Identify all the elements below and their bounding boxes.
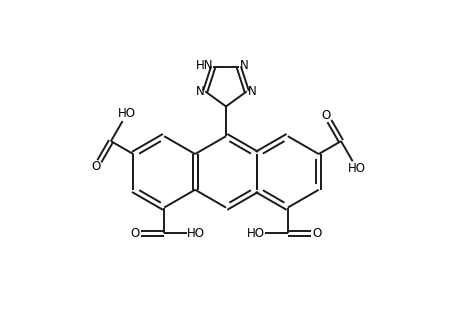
- Text: O: O: [312, 227, 321, 240]
- Text: O: O: [130, 227, 139, 240]
- Text: O: O: [92, 160, 101, 173]
- Text: HO: HO: [118, 107, 136, 120]
- Text: HO: HO: [347, 163, 365, 175]
- Text: N: N: [239, 59, 248, 72]
- Text: HN: HN: [195, 59, 213, 72]
- Text: N: N: [247, 85, 256, 98]
- Text: HO: HO: [246, 227, 264, 240]
- Text: O: O: [321, 109, 331, 123]
- Text: HO: HO: [187, 227, 205, 240]
- Text: N: N: [195, 85, 204, 98]
